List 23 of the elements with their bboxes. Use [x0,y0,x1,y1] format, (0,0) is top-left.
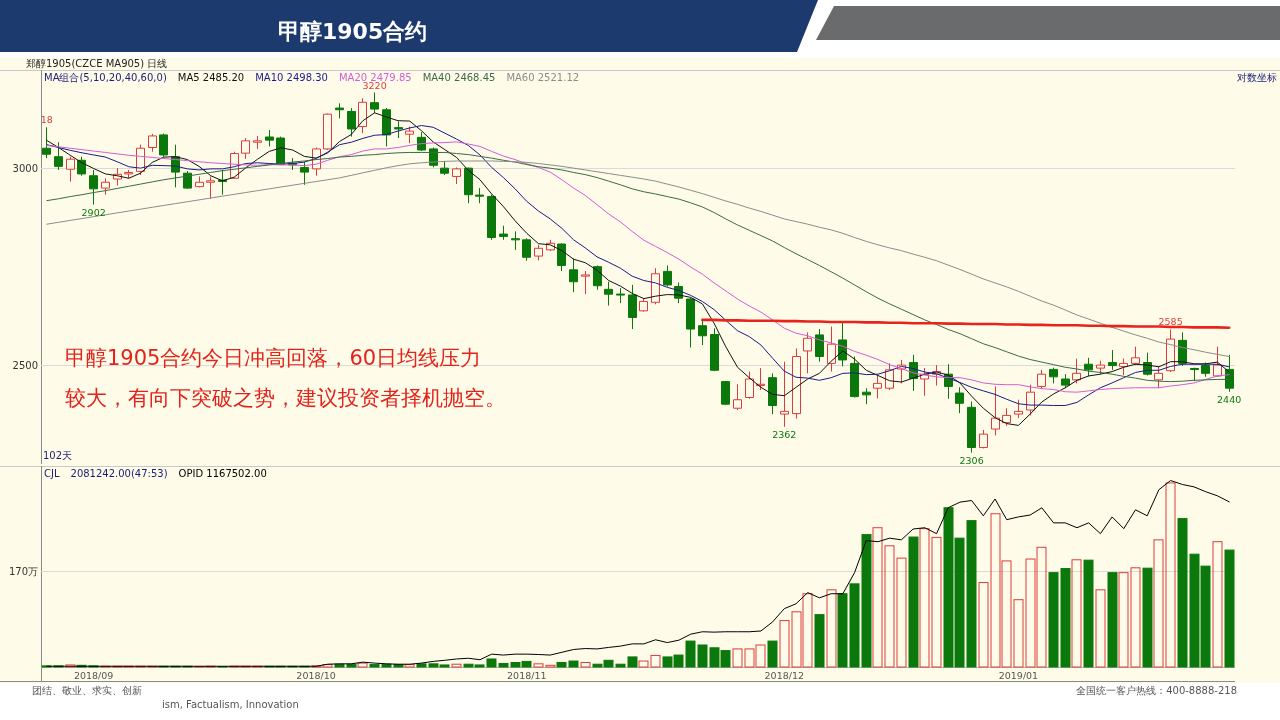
x-tick-label: 2018/09 [73,669,114,681]
y-tick-label: 2500 [12,360,38,371]
x-tick-label: 2018/12 [764,669,805,681]
note: 全国统一客户热线：400-8888-218 [1076,685,1237,696]
note: ism, Factualism, Innovation [162,699,299,710]
legend: CJL 2081242.00(47:53) OPID 1167502.00 [44,467,267,479]
note: 对数坐标 [1237,72,1277,83]
y-tick-label: 3000 [12,163,38,174]
x-tick-label: 2018/11 [507,669,547,681]
ref-line-label: 170万 [8,566,38,577]
note: 甲醇1905合约今日冲高回落，60日均线压力较大，有向下突破之势，建议投资者择机抛空。 [65,346,506,410]
point-label: 2362 [772,429,797,441]
x-tick-label: 2018/10 [296,669,336,681]
subtitle: 郑醇1905(CZCE MA905) 日线 [26,58,168,69]
note: 102天 [43,450,73,461]
point-label: 2585 [1158,316,1183,328]
title: 甲醇1905合约 [278,19,428,44]
note: 团结、敬业、求实、创新 [32,685,142,696]
point-label: 2902 [81,207,106,219]
x-tick-label: 2019/01 [998,669,1039,681]
point-label: 2440 [1217,394,1242,406]
point-label: 2306 [959,455,984,467]
point-label: 18 [40,114,53,126]
